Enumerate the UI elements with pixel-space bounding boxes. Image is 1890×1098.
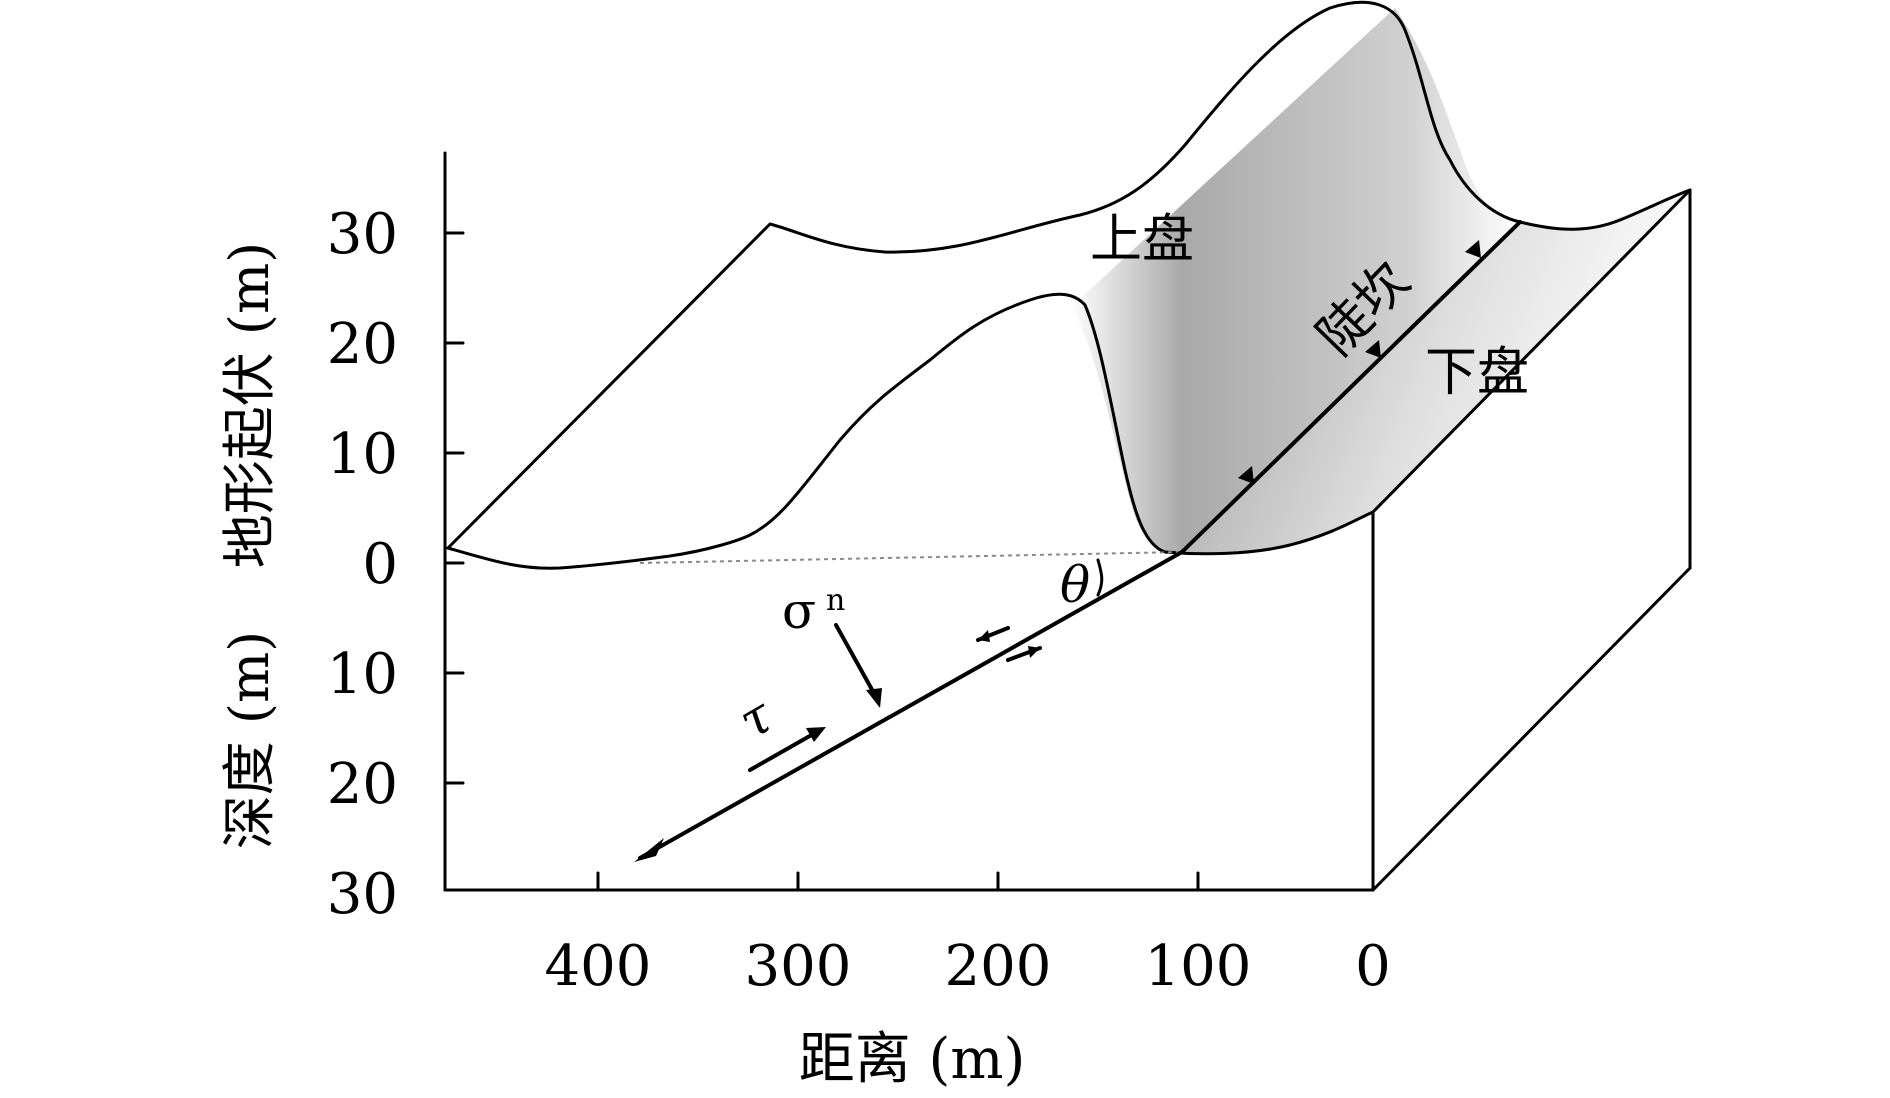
normal-stress-symbol: σ	[782, 582, 816, 640]
block-top-right-edge	[1371, 188, 1692, 514]
terrain-front-profile	[446, 292, 1375, 570]
y-tick-label: 20	[327, 752, 398, 817]
fault-triangle-marker	[1238, 466, 1254, 484]
fault-trace	[1180, 220, 1522, 554]
y-tick-label: 20	[327, 312, 398, 377]
hanging-wall-label: 上盘	[1090, 210, 1194, 270]
fault-triangle-marker	[1365, 340, 1381, 358]
fault-plane	[638, 550, 1184, 860]
x-tick-label: 300	[745, 934, 852, 999]
shear-stress-arrow	[748, 731, 817, 772]
x-tick-label: 200	[945, 934, 1052, 999]
x-tick-labels: 400 300 200 100 0	[545, 934, 1391, 999]
y-tick-label: 30	[327, 202, 398, 267]
fault-triangle-marker	[1465, 240, 1481, 258]
shear-arrowhead	[1028, 646, 1040, 658]
dip-angle-arc	[1096, 558, 1104, 597]
x-axis-label: 距离 (m)	[799, 1027, 1026, 1092]
x-tick-label: 0	[1355, 934, 1391, 999]
terrain-block	[446, 0, 1692, 892]
normal-stress-arrow	[834, 623, 877, 697]
normal-stress-arrowhead	[866, 688, 882, 708]
axes	[443, 151, 1375, 892]
y-tick-label: 10	[327, 642, 398, 707]
horizontal-reference-line	[639, 551, 1183, 564]
fault-plane-arrowhead	[634, 838, 664, 862]
block-bottom-right-edge	[1371, 566, 1692, 892]
shear-stress-arrowhead	[806, 727, 826, 742]
footwall-label: 下盘	[1425, 343, 1529, 403]
normal-stress-subscript: n	[826, 583, 845, 618]
scarp-shading	[1070, 8, 1520, 554]
y-axis-label-top: 地形起伏 (m)	[218, 242, 281, 569]
footwall-shading	[1182, 190, 1690, 554]
shear-stress-symbol: τ	[729, 686, 783, 751]
y-tick-label: 0	[362, 532, 398, 597]
x-tick-label: 400	[545, 934, 652, 999]
y-tick-label: 30	[327, 862, 398, 927]
dip-angle-symbol: θ	[1060, 556, 1090, 614]
terrain-back-profile	[446, 0, 1692, 550]
y-axis-label-bottom: 深度 (m)	[218, 631, 281, 850]
x-tick-label: 100	[1145, 934, 1252, 999]
y-tick-labels: 30 20 10 0 10 20 30	[327, 202, 398, 927]
shear-arrowhead	[978, 630, 990, 642]
y-tick-label: 10	[327, 422, 398, 487]
